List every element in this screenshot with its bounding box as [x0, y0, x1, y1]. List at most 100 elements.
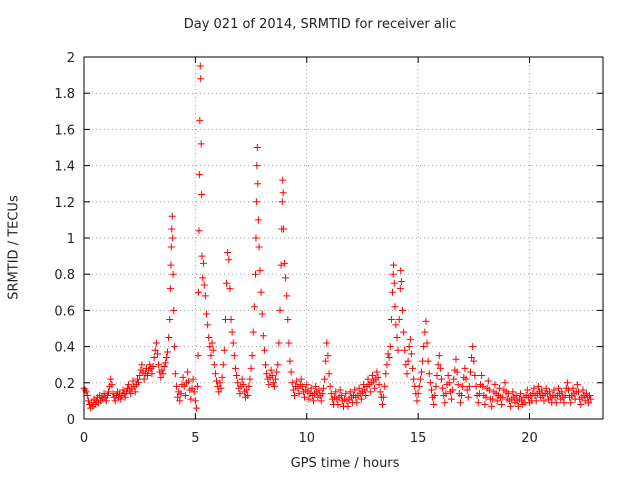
- data-point: [504, 390, 512, 398]
- data-point: [133, 375, 141, 383]
- data-point: [149, 363, 157, 371]
- data-point: [250, 303, 258, 311]
- data-point: [474, 399, 482, 407]
- data-point: [422, 317, 430, 325]
- data-point: [247, 364, 255, 372]
- data-point: [194, 382, 202, 390]
- data-point: [393, 334, 401, 342]
- data-point: [152, 339, 160, 347]
- data-point: [395, 315, 403, 323]
- data-point: [382, 370, 390, 378]
- y-tick-label: 1.4: [54, 160, 75, 175]
- data-point: [384, 350, 392, 358]
- data-point: [464, 393, 472, 401]
- data-point: [172, 382, 180, 390]
- data-point: [197, 140, 205, 148]
- data-point: [438, 375, 446, 383]
- data-point: [322, 357, 330, 365]
- data-point: [252, 198, 260, 206]
- data-point: [283, 292, 291, 300]
- data-point: [423, 339, 431, 347]
- data-point: [84, 397, 92, 405]
- data-point: [397, 277, 405, 285]
- data-point: [150, 353, 158, 361]
- data-point: [279, 176, 287, 184]
- data-point: [518, 397, 526, 405]
- data-point: [285, 339, 293, 347]
- data-point: [407, 350, 415, 358]
- data-point: [129, 377, 137, 385]
- data-point: [151, 346, 159, 354]
- data-point: [574, 388, 582, 396]
- data-point: [196, 62, 204, 70]
- data-point: [433, 372, 441, 380]
- data-point: [196, 116, 204, 124]
- data-point: [125, 381, 133, 389]
- data-point: [424, 357, 432, 365]
- data-point: [162, 353, 170, 361]
- data-point: [159, 370, 167, 378]
- data-point: [530, 384, 538, 392]
- data-point: [523, 386, 531, 394]
- data-point: [224, 248, 232, 256]
- data-point: [210, 361, 218, 369]
- data-point: [303, 381, 311, 389]
- data-point: [435, 352, 443, 360]
- data-point: [385, 353, 393, 361]
- data-point: [297, 375, 305, 383]
- data-point: [386, 343, 394, 351]
- data-point: [415, 382, 423, 390]
- data-point: [387, 315, 395, 323]
- data-point: [179, 373, 187, 381]
- data-point: [225, 256, 233, 264]
- data-point: [238, 375, 246, 383]
- y-tick-label: 2: [67, 51, 75, 66]
- data-point: [180, 382, 188, 390]
- data-point: [160, 363, 168, 371]
- data-point: [324, 352, 332, 360]
- data-point: [185, 377, 193, 385]
- data-point: [405, 343, 413, 351]
- data-point: [276, 306, 284, 314]
- data-point: [432, 382, 440, 390]
- data-point: [392, 321, 400, 329]
- data-point: [390, 279, 398, 287]
- data-point: [441, 399, 449, 407]
- data-point: [323, 339, 331, 347]
- data-point: [550, 386, 558, 394]
- data-point: [157, 373, 165, 381]
- data-point: [401, 346, 409, 354]
- data-point: [538, 386, 546, 394]
- data-point: [489, 395, 497, 403]
- data-point: [111, 397, 119, 405]
- data-point: [262, 361, 270, 369]
- data-point: [195, 227, 203, 235]
- data-point: [326, 382, 334, 390]
- data-point: [416, 375, 424, 383]
- data-point: [425, 370, 433, 378]
- data-point: [312, 382, 320, 390]
- data-point: [243, 386, 251, 394]
- data-point: [355, 384, 363, 392]
- data-point: [155, 361, 163, 369]
- data-point: [119, 386, 127, 394]
- data-point: [585, 399, 593, 407]
- data-point: [399, 306, 407, 314]
- x-tick-label: 0: [80, 431, 88, 446]
- data-point: [295, 390, 303, 398]
- data-point: [253, 162, 261, 170]
- data-point: [239, 381, 247, 389]
- data-point: [573, 381, 581, 389]
- data-point: [233, 372, 241, 380]
- data-point: [168, 212, 176, 220]
- data-point: [567, 399, 575, 407]
- data-point: [471, 372, 479, 380]
- data-point: [228, 328, 236, 336]
- data-point: [244, 391, 252, 399]
- data-point: [315, 386, 323, 394]
- data-point: [257, 288, 265, 296]
- data-point: [499, 393, 507, 401]
- data-point: [450, 375, 458, 383]
- data-point: [403, 370, 411, 378]
- data-point: [552, 399, 560, 407]
